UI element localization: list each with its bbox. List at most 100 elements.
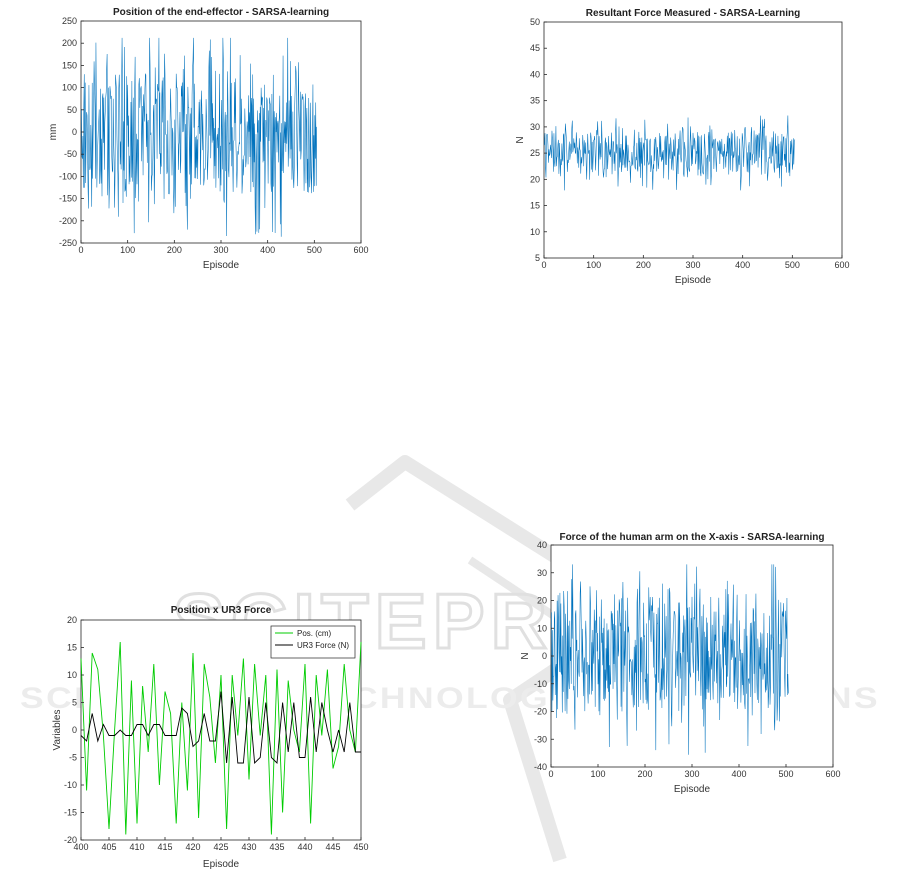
x-tick-label: 400 [73, 842, 88, 852]
y-tick-label: 0 [542, 651, 547, 661]
legend-label: Pos. (cm) [297, 629, 332, 638]
chart-title: Force of the human arm on the X-axis - S… [559, 532, 824, 543]
y-axis-label: Variables [52, 710, 63, 751]
x-tick-label: 100 [590, 769, 605, 779]
y-tick-label: 30 [530, 122, 540, 132]
x-tick-label: 500 [307, 245, 322, 255]
y-tick-label: 250 [62, 16, 77, 26]
y-tick-label: 5 [72, 698, 77, 708]
y-tick-label: -40 [534, 762, 547, 772]
x-tick-label: 405 [101, 842, 116, 852]
x-axis-label: Episode [203, 260, 240, 271]
legend-box [270, 625, 356, 659]
y-tick-label: 20 [67, 615, 77, 625]
x-tick-label: 440 [297, 842, 312, 852]
x-tick-label: 500 [778, 769, 793, 779]
legend-label: UR3 Force (N) [297, 641, 349, 650]
legend: Pos. (cm) UR3 Force (N) [270, 625, 356, 659]
y-tick-label: 100 [62, 83, 77, 93]
y-tick-label: -100 [59, 171, 77, 181]
y-tick-label: -20 [534, 707, 547, 717]
y-tick-label: -150 [59, 194, 77, 204]
y-tick-label: 10 [530, 227, 540, 237]
x-tick-label: 500 [785, 260, 800, 270]
y-tick-label: 10 [67, 670, 77, 680]
series-line [544, 115, 796, 191]
x-tick-label: 425 [213, 842, 228, 852]
x-axis-label: Episode [203, 859, 240, 870]
y-tick-label: -30 [534, 734, 547, 744]
y-tick-label: -5 [69, 753, 77, 763]
chart-title: Resultant Force Measured - SARSA-Learnin… [586, 8, 800, 19]
x-tick-label: 415 [157, 842, 172, 852]
x-tick-label: 410 [129, 842, 144, 852]
y-tick-label: 45 [530, 43, 540, 53]
x-tick-label: 400 [260, 245, 275, 255]
chart-title: Position of the end-effector - SARSA-lea… [113, 7, 329, 18]
x-tick-label: 200 [167, 245, 182, 255]
y-tick-label: 0 [72, 127, 77, 137]
x-tick-label: 200 [637, 769, 652, 779]
y-tick-label: 20 [530, 174, 540, 184]
plot-area: Force of the human arm on the X-axis - S… [520, 532, 841, 795]
y-tick-label: 40 [530, 69, 540, 79]
y-tick-label: 5 [535, 253, 540, 263]
series-line [80, 691, 361, 764]
x-tick-label: 300 [213, 245, 228, 255]
y-tick-label: -20 [64, 835, 77, 845]
x-tick-label: 300 [685, 260, 700, 270]
y-tick-label: 30 [537, 568, 547, 578]
plot-frame [80, 20, 362, 244]
chart-title: Position x UR3 Force [171, 605, 272, 616]
x-tick-label: 0 [78, 245, 83, 255]
x-axis-label: Episode [674, 784, 711, 795]
series-line [81, 37, 317, 237]
x-tick-label: 0 [541, 260, 546, 270]
y-tick-label: -15 [64, 808, 77, 818]
y-tick-label: 200 [62, 38, 77, 48]
y-tick-label: 15 [67, 643, 77, 653]
y-tick-label: 25 [530, 148, 540, 158]
y-tick-label: 35 [530, 96, 540, 106]
x-tick-label: 600 [825, 769, 840, 779]
y-tick-label: 10 [537, 623, 547, 633]
x-tick-label: 600 [353, 245, 368, 255]
y-tick-label: -10 [64, 780, 77, 790]
y-tick-label: -10 [534, 679, 547, 689]
y-tick-label: 50 [530, 17, 540, 27]
x-tick-label: 300 [684, 769, 699, 779]
plot-area: Resultant Force Measured - SARSA-Learnin… [515, 8, 850, 286]
plot-area: Position x UR3 Force Episode Variables 4… [52, 605, 369, 870]
x-tick-label: 450 [353, 842, 368, 852]
y-tick-label: 15 [530, 201, 540, 211]
series-line [80, 641, 362, 835]
y-tick-label: 40 [537, 540, 547, 550]
series-line [551, 564, 789, 755]
y-axis-label: mm [48, 124, 59, 141]
x-tick-label: 0 [548, 769, 553, 779]
x-tick-label: 400 [735, 260, 750, 270]
y-tick-label: -200 [59, 216, 77, 226]
y-axis-label: N [515, 136, 526, 143]
x-axis-label: Episode [675, 275, 712, 286]
x-tick-label: 420 [185, 842, 200, 852]
x-tick-label: 100 [120, 245, 135, 255]
x-tick-label: 435 [269, 842, 284, 852]
x-tick-label: 600 [834, 260, 849, 270]
x-tick-label: 100 [586, 260, 601, 270]
x-tick-label: 400 [731, 769, 746, 779]
plot-area: Position of the end-effector - SARSA-lea… [48, 7, 369, 271]
y-tick-label: -50 [64, 149, 77, 159]
x-tick-label: 445 [325, 842, 340, 852]
y-tick-label: 20 [537, 596, 547, 606]
x-tick-label: 200 [636, 260, 651, 270]
y-tick-label: -250 [59, 238, 77, 248]
y-tick-label: 150 [62, 60, 77, 70]
y-axis-label: N [520, 652, 531, 659]
x-tick-label: 430 [241, 842, 256, 852]
y-tick-label: 0 [72, 725, 77, 735]
